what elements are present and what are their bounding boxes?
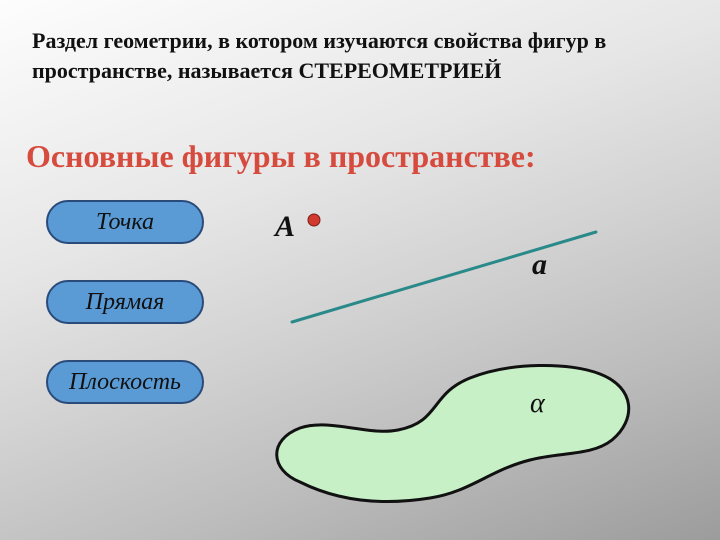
figure-pill-plane-label: Плоскость: [69, 369, 181, 396]
figure-pill-line-label: Прямая: [86, 289, 165, 316]
figure-pill-plane: Плоскость: [46, 360, 204, 404]
point-shape: [308, 214, 320, 226]
point-label: А: [275, 210, 295, 244]
plane-shape: [277, 365, 629, 501]
figure-pill-line: Прямая: [46, 280, 204, 324]
section-heading: Основные фигуры в пространстве:: [26, 138, 706, 175]
plane-label: α: [530, 388, 545, 420]
line-label: а: [532, 248, 547, 282]
figure-pill-point: Точка: [46, 200, 204, 244]
intro-text: Раздел геометрии, в котором изучаются св…: [32, 26, 672, 85]
line-shape: [292, 232, 596, 322]
figure-pill-point-label: Точка: [96, 209, 154, 236]
